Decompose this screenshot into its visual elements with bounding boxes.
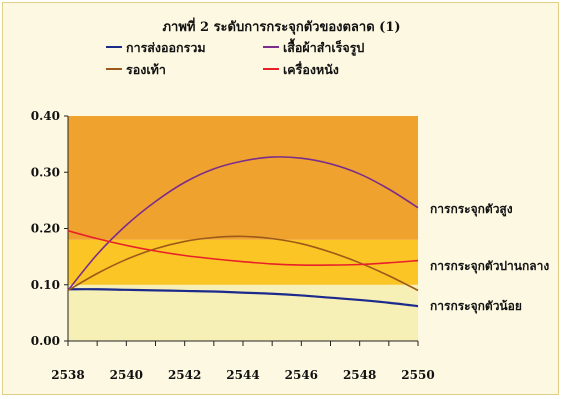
y-tick-label: 0.40 <box>31 109 60 123</box>
legend-label: เครื่องหนัง <box>283 62 339 77</box>
band-0 <box>68 284 418 341</box>
legend-swatch <box>263 46 279 48</box>
band-label: การกระจุกตัวสูง <box>430 202 513 217</box>
x-tick-label: 2548 <box>343 368 376 382</box>
band-2 <box>68 116 418 240</box>
series-line-3 <box>67 229 419 266</box>
x-tick-label: 2542 <box>168 368 201 382</box>
legend-label: เสื้อผ้าสำเร็จรูป <box>283 40 365 55</box>
legend-swatch <box>263 68 279 70</box>
y-tick-label: 0.00 <box>31 334 60 348</box>
legend-label: รองเท้า <box>126 62 166 77</box>
x-tick-label: 2540 <box>110 368 143 382</box>
band-label: การกระจุกตัวน้อย <box>430 299 522 314</box>
x-tick-label: 2546 <box>285 368 318 382</box>
x-tick-label: 2544 <box>226 368 259 382</box>
legend-swatch <box>106 68 122 70</box>
x-tick-label: 2550 <box>401 368 434 382</box>
series-line-1 <box>67 156 419 291</box>
chart-title: ภาพที่ 2 ระดับการกระจุกตัวของตลาด (1) <box>162 20 401 35</box>
y-tick-label: 0.20 <box>31 222 60 236</box>
legend-swatch <box>106 46 122 48</box>
series-line-2 <box>67 235 419 292</box>
band-label: การกระจุกตัวปานกลาง <box>430 259 549 274</box>
legend-label: การส่งออกรวม <box>126 40 206 55</box>
y-tick-label: 0.10 <box>31 278 60 292</box>
series-line-0 <box>67 288 419 308</box>
y-tick-label: 0.30 <box>31 165 60 179</box>
x-tick-label: 2538 <box>51 368 84 382</box>
